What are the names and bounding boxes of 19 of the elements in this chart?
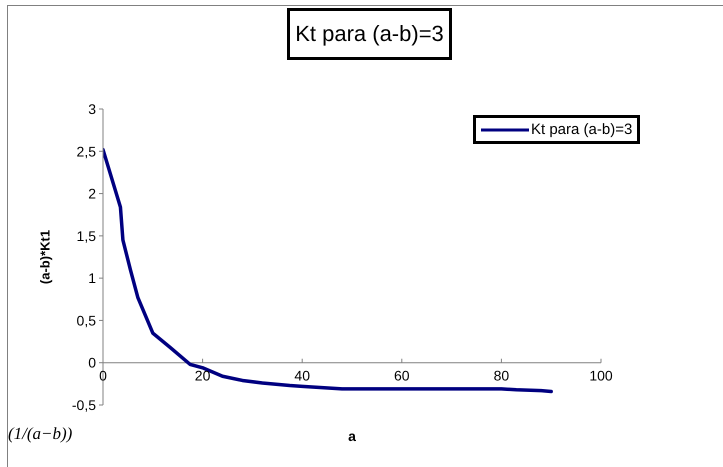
x-tick-label: 60	[394, 368, 410, 384]
y-tick-label: 1,5	[76, 228, 96, 244]
x-tick-label: 0	[99, 368, 108, 384]
x-tick-label: 80	[494, 368, 510, 384]
x-tick-label: 40	[294, 368, 310, 384]
y-tick-label: 0	[88, 354, 96, 371]
legend-label: Kt para (a-b)=3	[531, 121, 632, 138]
x-tick-label: 20	[194, 368, 211, 384]
y-tick-label: 0,5	[76, 312, 96, 328]
y-tick-label: -0,5	[72, 396, 96, 413]
y-tick-label: 3	[88, 100, 96, 117]
y-axis-title: (a-b)*Kt1	[38, 230, 53, 284]
chart-title: Kt para (a-b)=3	[287, 8, 452, 60]
y-tick-label: 2,5	[76, 143, 96, 160]
y-tick-label: 1	[88, 270, 96, 286]
x-tick-label: 100	[589, 368, 613, 384]
text: (1/(a−b))	[8, 424, 72, 444]
x-axis-title: a	[348, 428, 356, 444]
y-tick-label: 2	[88, 186, 96, 202]
